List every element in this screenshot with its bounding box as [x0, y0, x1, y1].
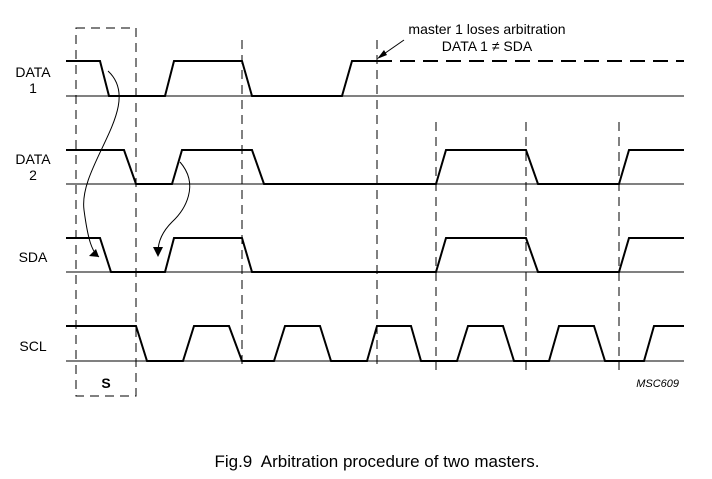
annotation-arrowhead	[377, 50, 387, 59]
data1-waveform	[66, 60, 377, 97]
sda-label: SDA	[19, 249, 48, 265]
start-condition-box	[75, 27, 137, 397]
data1-to-sda-arrowhead	[89, 249, 99, 257]
data1-label-line1: DATA	[15, 64, 51, 80]
data2-waveform	[66, 149, 684, 185]
scl-label: SCL	[19, 338, 46, 354]
scl-waveform	[66, 325, 684, 362]
data2-to-sda-arrow	[157, 161, 191, 253]
sda-waveform	[66, 237, 684, 273]
figure-caption: Fig.9 Arbitration procedure of two maste…	[214, 452, 539, 471]
data2-label-line1: DATA	[15, 151, 51, 167]
start-label: S	[101, 375, 110, 391]
annotation-line1: master 1 loses arbitration	[408, 21, 565, 37]
data2-to-sda-arrowhead	[153, 247, 163, 257]
data2-label-line2: 2	[29, 167, 37, 183]
data1-to-sda-arrow	[83, 70, 120, 258]
data1-label-line2: 1	[29, 80, 37, 96]
figure-code: MSC609	[636, 378, 679, 390]
annotation-line2: DATA 1 ≠ SDA	[442, 38, 533, 54]
